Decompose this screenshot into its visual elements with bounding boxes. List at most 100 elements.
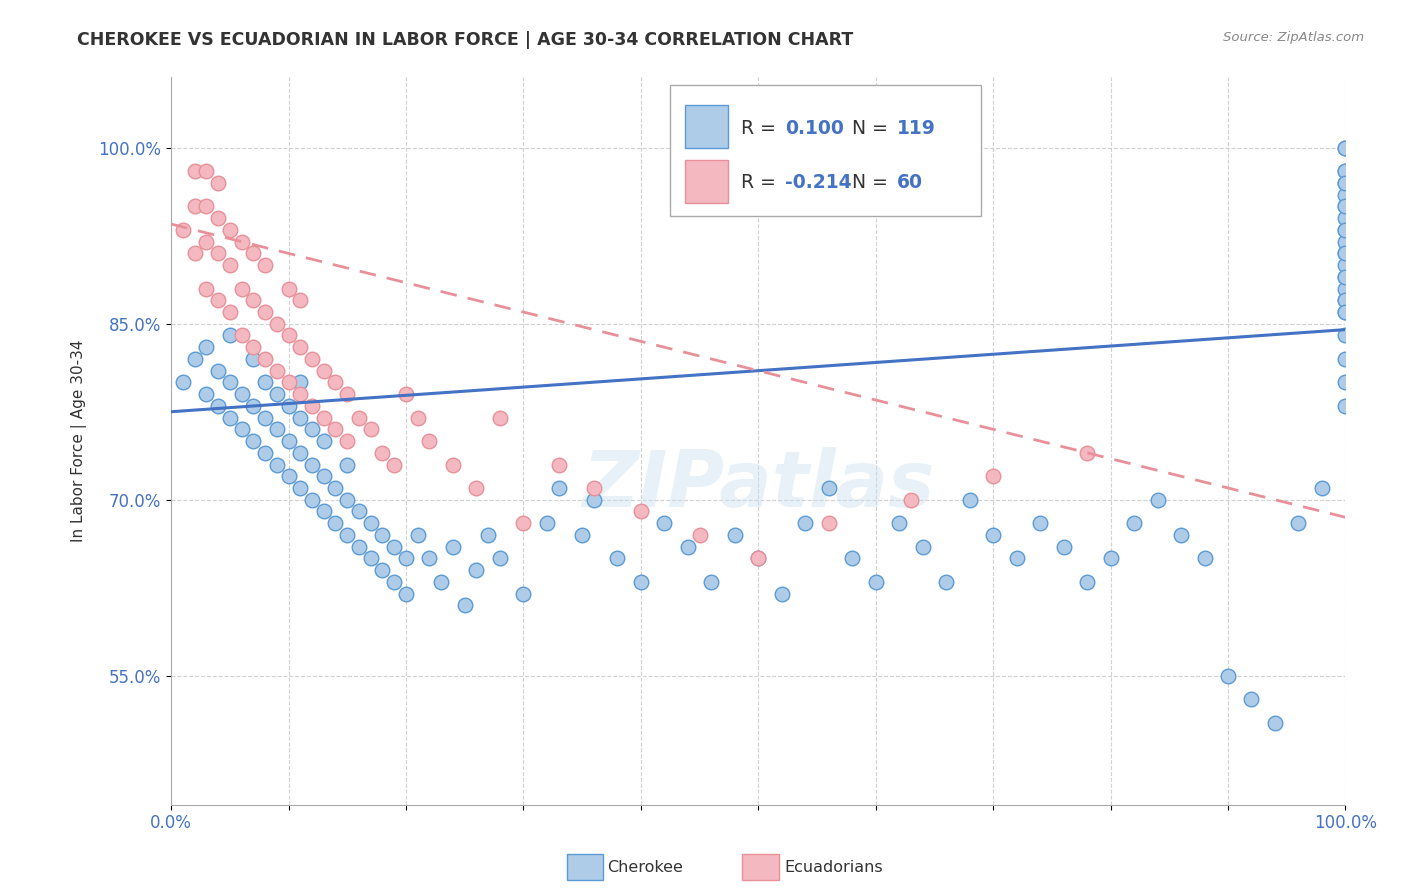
- Point: [1099, 551, 1122, 566]
- Point: [253, 258, 276, 272]
- Point: [218, 376, 240, 390]
- Point: [465, 563, 488, 577]
- Point: [1029, 516, 1052, 531]
- Point: [231, 387, 253, 401]
- Point: [382, 574, 405, 589]
- Point: [253, 376, 276, 390]
- Point: [242, 399, 264, 413]
- Point: [630, 504, 652, 518]
- Point: [724, 528, 747, 542]
- Point: [207, 176, 229, 190]
- Point: [218, 258, 240, 272]
- Point: [336, 387, 359, 401]
- Point: [290, 481, 312, 495]
- Point: [1334, 246, 1357, 260]
- Point: [253, 305, 276, 319]
- Point: [266, 422, 288, 436]
- Point: [1334, 176, 1357, 190]
- Point: [547, 481, 569, 495]
- Point: [218, 305, 240, 319]
- Point: [1334, 176, 1357, 190]
- Point: [371, 563, 394, 577]
- Text: R =: R =: [741, 173, 782, 193]
- Point: [301, 492, 323, 507]
- Point: [231, 282, 253, 296]
- Point: [325, 481, 347, 495]
- Point: [336, 492, 359, 507]
- Point: [207, 246, 229, 260]
- Point: [489, 551, 512, 566]
- Point: [183, 199, 205, 213]
- Point: [253, 446, 276, 460]
- Text: Cherokee: Cherokee: [607, 860, 683, 874]
- Point: [277, 399, 299, 413]
- Point: [465, 481, 488, 495]
- Point: [231, 422, 253, 436]
- Point: [325, 516, 347, 531]
- Point: [1334, 282, 1357, 296]
- Point: [266, 317, 288, 331]
- Point: [1334, 305, 1357, 319]
- Point: [865, 574, 887, 589]
- Point: [382, 458, 405, 472]
- Point: [889, 516, 911, 531]
- Point: [395, 551, 418, 566]
- Point: [1334, 199, 1357, 213]
- Point: [172, 223, 194, 237]
- Point: [290, 410, 312, 425]
- FancyBboxPatch shape: [671, 85, 981, 216]
- Point: [1146, 492, 1168, 507]
- Point: [277, 469, 299, 483]
- Point: [395, 586, 418, 600]
- Point: [195, 282, 218, 296]
- Point: [360, 551, 382, 566]
- Point: [676, 540, 699, 554]
- Point: [1334, 164, 1357, 178]
- Point: [183, 164, 205, 178]
- Point: [1334, 328, 1357, 343]
- Point: [1334, 223, 1357, 237]
- Point: [312, 364, 335, 378]
- Point: [817, 516, 839, 531]
- Point: [700, 574, 723, 589]
- Point: [571, 528, 593, 542]
- Point: [312, 469, 335, 483]
- Text: ZIPatlas: ZIPatlas: [582, 447, 935, 523]
- Point: [290, 293, 312, 308]
- Point: [770, 586, 793, 600]
- Point: [277, 328, 299, 343]
- Point: [277, 376, 299, 390]
- Text: 60: 60: [897, 173, 922, 193]
- Point: [336, 458, 359, 472]
- Point: [183, 246, 205, 260]
- Point: [231, 328, 253, 343]
- Text: Source: ZipAtlas.com: Source: ZipAtlas.com: [1223, 31, 1364, 45]
- Point: [794, 516, 817, 531]
- Point: [477, 528, 499, 542]
- Point: [266, 458, 288, 472]
- Point: [336, 434, 359, 448]
- Point: [441, 540, 464, 554]
- Point: [1334, 293, 1357, 308]
- Point: [290, 387, 312, 401]
- Point: [841, 551, 863, 566]
- Point: [207, 364, 229, 378]
- Point: [312, 434, 335, 448]
- Point: [418, 551, 440, 566]
- Point: [312, 410, 335, 425]
- Point: [652, 516, 675, 531]
- Text: CHEROKEE VS ECUADORIAN IN LABOR FORCE | AGE 30-34 CORRELATION CHART: CHEROKEE VS ECUADORIAN IN LABOR FORCE | …: [77, 31, 853, 49]
- Point: [231, 235, 253, 249]
- Point: [689, 528, 711, 542]
- Point: [582, 492, 605, 507]
- Point: [301, 458, 323, 472]
- Text: -0.214: -0.214: [786, 173, 852, 193]
- Point: [1240, 692, 1263, 706]
- Point: [935, 574, 957, 589]
- Point: [290, 446, 312, 460]
- Point: [1123, 516, 1146, 531]
- Point: [1334, 211, 1357, 226]
- Point: [242, 293, 264, 308]
- Point: [360, 516, 382, 531]
- Point: [242, 340, 264, 354]
